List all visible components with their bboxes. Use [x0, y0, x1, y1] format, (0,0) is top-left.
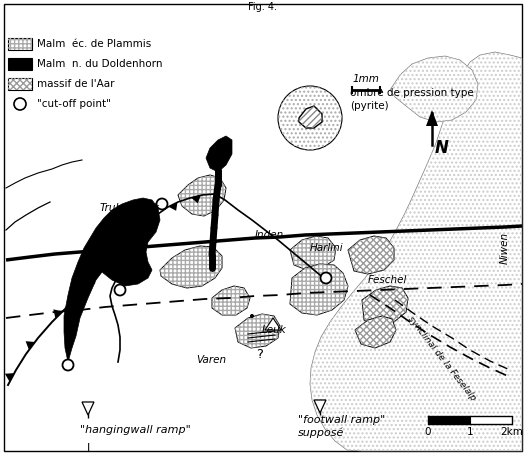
- Polygon shape: [390, 56, 478, 122]
- Polygon shape: [299, 106, 322, 128]
- Polygon shape: [178, 175, 226, 216]
- Text: 0: 0: [425, 427, 431, 437]
- Bar: [470, 416, 512, 424]
- Text: "hangingwall ramp": "hangingwall ramp": [80, 425, 191, 435]
- Text: 2km: 2km: [501, 427, 523, 437]
- Circle shape: [157, 198, 167, 209]
- Polygon shape: [64, 198, 160, 362]
- Text: massif de l'Aar: massif de l'Aar: [37, 79, 115, 89]
- Polygon shape: [265, 318, 281, 330]
- Bar: [8, 58, 32, 70]
- Bar: [428, 416, 470, 424]
- Circle shape: [250, 314, 254, 318]
- Polygon shape: [82, 402, 94, 415]
- Text: Harlini: Harlini: [310, 243, 343, 253]
- Polygon shape: [290, 236, 336, 270]
- Text: Trubelstock: Trubelstock: [100, 203, 160, 213]
- Text: (pyrite): (pyrite): [350, 101, 389, 111]
- Text: Feschel: Feschel: [368, 275, 407, 285]
- Polygon shape: [168, 202, 177, 211]
- Polygon shape: [191, 195, 201, 203]
- Text: supposé: supposé: [298, 428, 345, 438]
- Text: 1: 1: [467, 427, 473, 437]
- Bar: [8, 38, 32, 50]
- Text: synclinal de la Feselalp: synclinal de la Feselalp: [406, 314, 478, 402]
- Polygon shape: [290, 264, 348, 315]
- Text: Leuk: Leuk: [262, 325, 287, 335]
- Polygon shape: [426, 110, 438, 126]
- Text: Fig. 4.: Fig. 4.: [248, 2, 278, 12]
- Circle shape: [278, 86, 342, 150]
- Bar: [8, 78, 32, 90]
- Polygon shape: [310, 52, 522, 451]
- Polygon shape: [149, 215, 157, 223]
- Text: ?: ?: [257, 349, 264, 362]
- Text: Malm  éc. de Plammis: Malm éc. de Plammis: [37, 39, 151, 49]
- Text: N: N: [435, 139, 449, 157]
- Text: 1mm: 1mm: [352, 74, 379, 84]
- Circle shape: [320, 273, 331, 283]
- Polygon shape: [348, 236, 394, 274]
- Text: I: I: [86, 443, 89, 453]
- Polygon shape: [314, 400, 326, 413]
- Text: Malm  n. du Doldenhorn: Malm n. du Doldenhorn: [37, 59, 163, 69]
- Polygon shape: [5, 373, 14, 382]
- Polygon shape: [160, 246, 222, 288]
- Text: Inden: Inden: [255, 230, 284, 240]
- Polygon shape: [235, 314, 280, 348]
- Polygon shape: [206, 136, 232, 172]
- Polygon shape: [82, 283, 91, 292]
- Bar: [8, 38, 32, 50]
- Polygon shape: [212, 286, 250, 315]
- Text: "footwall ramp": "footwall ramp": [298, 415, 385, 425]
- Text: ombre de pression type: ombre de pression type: [350, 88, 474, 98]
- Circle shape: [115, 284, 126, 295]
- Bar: [8, 78, 32, 90]
- Text: Varen: Varen: [196, 355, 226, 365]
- Circle shape: [63, 359, 74, 370]
- Polygon shape: [362, 286, 408, 326]
- Text: Niwen: Niwen: [500, 232, 510, 264]
- Circle shape: [14, 98, 26, 110]
- Polygon shape: [53, 309, 63, 318]
- Text: "cut-off point": "cut-off point": [37, 99, 111, 109]
- Polygon shape: [355, 316, 396, 348]
- Polygon shape: [26, 341, 35, 350]
